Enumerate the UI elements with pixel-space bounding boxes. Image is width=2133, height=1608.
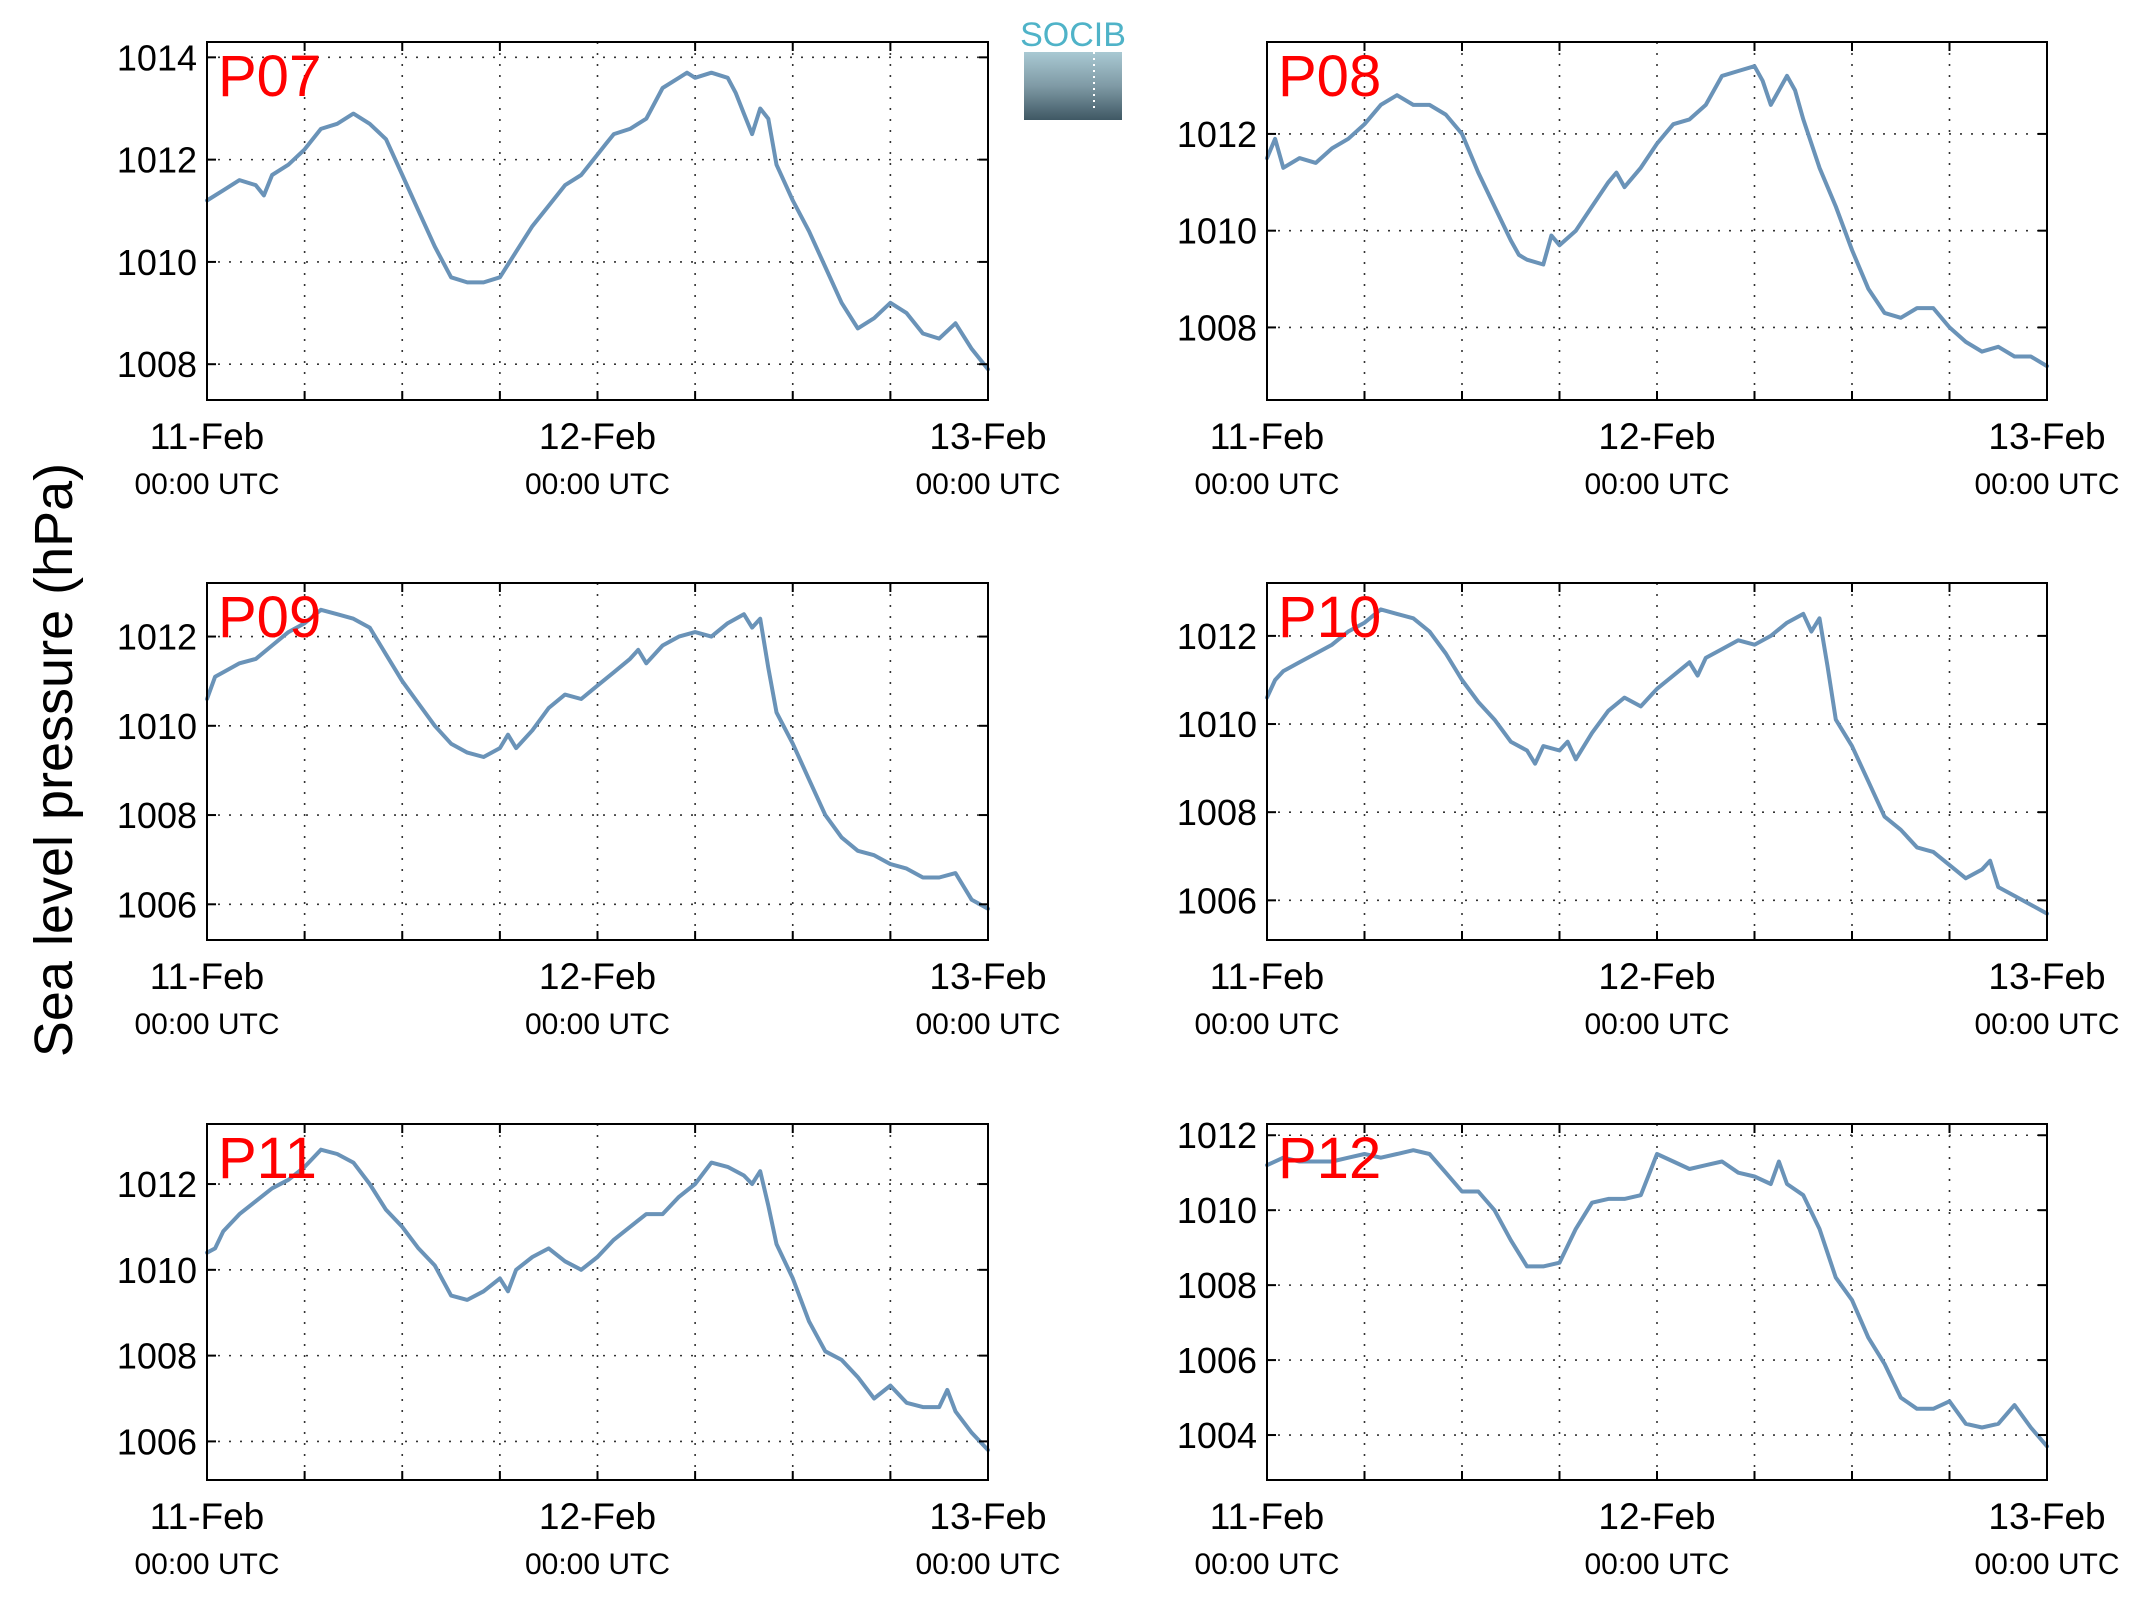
x-tick-time-label: 00:00 UTC: [1974, 1008, 2119, 1041]
panel-p09: 1006 1008 1010 1012 11-Feb 00:00 UTC 12-Feb 00:…: [117, 582, 1061, 1041]
x-tick-time-label: 00:00 UTC: [1194, 1548, 1339, 1581]
y-tick-label: 1004: [1177, 1415, 1257, 1456]
x-tick-date-label: 12-Feb: [539, 1496, 656, 1537]
pressure-series-line: [1265, 64, 2049, 369]
y-tick-label: 1006: [117, 1421, 197, 1462]
x-tick-time-label: 00:00 UTC: [134, 468, 279, 501]
x-tick-date-label: 11-Feb: [1210, 416, 1325, 457]
x-tick-date-label: 13-Feb: [929, 1496, 1046, 1537]
pressure-series-line: [1265, 607, 2049, 916]
y-tick-label: 1010: [1177, 1190, 1257, 1231]
x-tick-time-label: 00:00 UTC: [134, 1548, 279, 1581]
x-tick-date-label: 11-Feb: [1210, 956, 1325, 997]
station-label: P10: [1278, 585, 1381, 650]
y-tick-label: 1012: [1177, 1115, 1257, 1156]
y-tick-label: 1010: [1177, 211, 1257, 252]
pressure-series-line: [205, 607, 990, 911]
station-label: P09: [218, 585, 321, 650]
station-label: P07: [218, 44, 321, 109]
logo-text: SOCIB: [1020, 16, 1126, 54]
x-tick-time-label: 00:00 UTC: [525, 1548, 670, 1581]
y-tick-label: 1012: [117, 617, 197, 658]
axes-frame: [206, 582, 989, 941]
y-tick-label: 1008: [1177, 1265, 1257, 1306]
x-tick-date-label: 11-Feb: [150, 1496, 265, 1537]
x-tick-date-label: 11-Feb: [150, 416, 265, 457]
y-tick-label: 1012: [117, 140, 197, 181]
y-tick-label: 1014: [117, 37, 197, 78]
y-tick-label: 1012: [1177, 114, 1257, 155]
y-tick-label: 1008: [1177, 792, 1257, 833]
x-tick-date-label: 13-Feb: [1988, 416, 2105, 457]
y-tick-label: 1010: [117, 706, 197, 747]
x-tick-time-label: 00:00 UTC: [1974, 1548, 2119, 1581]
x-tick-time-label: 00:00 UTC: [525, 468, 670, 501]
x-tick-time-label: 00:00 UTC: [1974, 468, 2119, 501]
y-tick-label: 1008: [117, 344, 197, 385]
socib-logo: SOCIB: [1020, 16, 1126, 120]
x-tick-date-label: 13-Feb: [929, 956, 1046, 997]
x-tick-date-label: 13-Feb: [929, 416, 1046, 457]
station-label: P12: [1278, 1126, 1381, 1191]
x-tick-date-label: 12-Feb: [1598, 416, 1715, 457]
x-tick-time-label: 00:00 UTC: [134, 1008, 279, 1041]
y-tick-label: 1008: [1177, 307, 1257, 348]
x-tick-date-label: 11-Feb: [1210, 1496, 1325, 1537]
x-tick-date-label: 11-Feb: [150, 956, 265, 997]
pressure-series-line: [1265, 1148, 2049, 1449]
x-tick-date-label: 12-Feb: [1598, 956, 1715, 997]
pressure-series-line: [205, 70, 990, 372]
x-tick-date-label: 12-Feb: [539, 416, 656, 457]
panel-p11: 1006 1008 1010 1012 11-Feb 00:00 UTC 12-Feb 00:…: [117, 1123, 1061, 1581]
x-tick-time-label: 00:00 UTC: [1584, 1548, 1729, 1581]
x-tick-date-label: 13-Feb: [1988, 1496, 2105, 1537]
panel-p12: 1004 1006 1008 1010 1012 11-Feb 00:00 UTC 12-Fe…: [1177, 1115, 2120, 1581]
y-tick-label: 1006: [117, 884, 197, 925]
axes-frame: [1266, 582, 2048, 941]
axes-frame: [206, 41, 989, 401]
x-tick-date-label: 12-Feb: [1598, 1496, 1715, 1537]
y-tick-label: 1010: [117, 1250, 197, 1291]
panel-p08: 1008 1010 1012 11-Feb 00:00 UTC 12-Feb 00:00 U…: [1177, 41, 2120, 501]
y-axis-label: Sea level pressure (hPa): [24, 463, 84, 1057]
x-tick-time-label: 00:00 UTC: [1584, 468, 1729, 501]
y-tick-label: 1010: [117, 242, 197, 283]
x-tick-time-label: 00:00 UTC: [525, 1008, 670, 1041]
x-tick-time-label: 00:00 UTC: [1584, 1008, 1729, 1041]
panel-p10: 1006 1008 1010 1012 11-Feb 00:00 UTC 12-Feb 00:…: [1177, 582, 2120, 1041]
x-tick-time-label: 00:00 UTC: [915, 468, 1060, 501]
axes-frame: [1266, 41, 2048, 401]
x-tick-date-label: 12-Feb: [539, 956, 656, 997]
y-tick-label: 1006: [1177, 880, 1257, 921]
y-tick-label: 1010: [1177, 704, 1257, 745]
y-tick-label: 1006: [1177, 1340, 1257, 1381]
x-tick-time-label: 00:00 UTC: [1194, 468, 1339, 501]
panel-p07: 1008 1010 1012 1014 11-Feb 00:00 UTC 12-Feb 00:…: [117, 37, 1061, 501]
x-tick-time-label: 00:00 UTC: [1194, 1008, 1339, 1041]
x-tick-time-label: 00:00 UTC: [915, 1008, 1060, 1041]
station-label: P08: [1278, 44, 1381, 109]
pressure-series-line: [205, 1147, 990, 1452]
x-tick-date-label: 13-Feb: [1988, 956, 2105, 997]
y-tick-label: 1012: [1177, 616, 1257, 657]
y-tick-label: 1012: [117, 1164, 197, 1205]
y-tick-label: 1008: [117, 795, 197, 836]
x-tick-time-label: 00:00 UTC: [915, 1548, 1060, 1581]
logo-block: [1024, 52, 1122, 120]
station-label: P11: [218, 1126, 317, 1191]
y-tick-label: 1008: [117, 1336, 197, 1377]
